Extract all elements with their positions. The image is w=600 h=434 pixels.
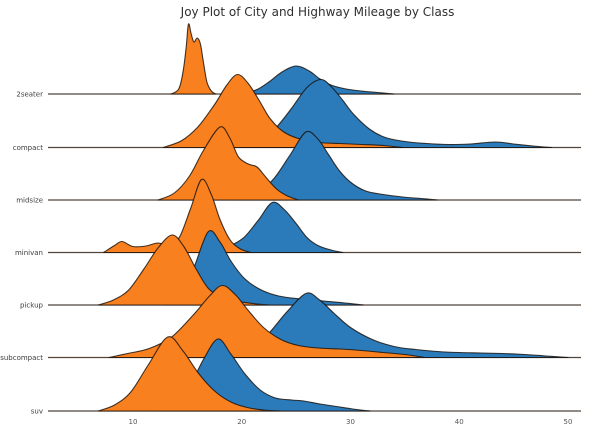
density-cty bbox=[170, 23, 217, 95]
row-label: pickup bbox=[20, 302, 44, 310]
x-tick-label: 10 bbox=[129, 418, 138, 426]
density-cty bbox=[157, 126, 299, 201]
density-hwy bbox=[239, 130, 439, 201]
x-tick-label: 40 bbox=[455, 418, 464, 426]
row-label: compact bbox=[13, 144, 44, 152]
density-hwy bbox=[211, 201, 344, 254]
row-midsize: midsize bbox=[16, 126, 581, 205]
row-label: midsize bbox=[16, 197, 43, 205]
row-2seater: 2seater bbox=[16, 23, 581, 99]
x-tick-label: 20 bbox=[237, 418, 246, 426]
row-suv: suv bbox=[31, 336, 581, 416]
density-hwy bbox=[228, 292, 569, 359]
row-label: subcompact bbox=[0, 354, 43, 362]
row-label: minivan bbox=[15, 249, 43, 257]
row-label: 2seater bbox=[16, 91, 43, 99]
row-subcompact: subcompact bbox=[0, 284, 581, 362]
chart-title: Joy Plot of City and Highway Mileage by … bbox=[180, 5, 455, 19]
x-tick-label: 30 bbox=[346, 418, 355, 426]
x-tick-label: 50 bbox=[564, 418, 573, 426]
row-label: suv bbox=[31, 408, 43, 416]
density-cty bbox=[97, 336, 281, 412]
density-hwy bbox=[239, 78, 553, 149]
